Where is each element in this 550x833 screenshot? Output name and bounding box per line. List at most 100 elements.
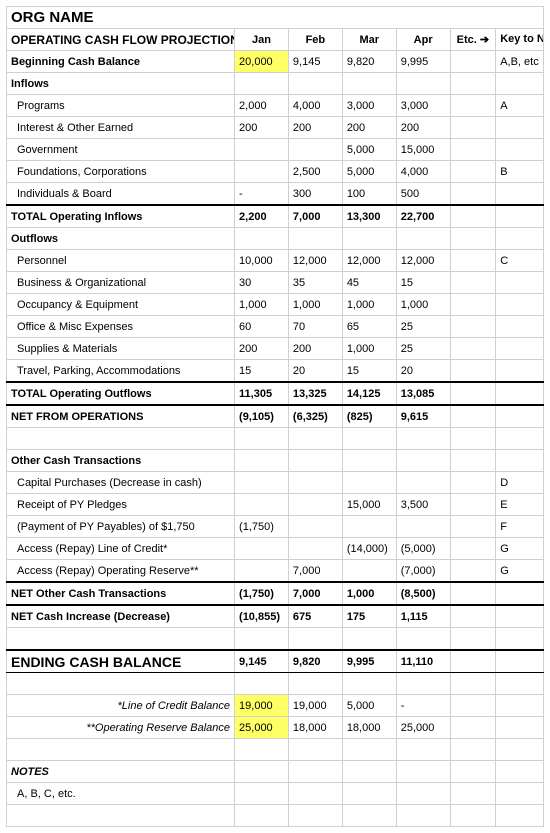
beginning-balance-value: 20,000 (235, 51, 289, 73)
inflow-value: 5,000 (342, 161, 396, 183)
net-ops-value: (825) (342, 405, 396, 428)
outflow-value: 12,000 (288, 250, 342, 272)
outflow-value: 12,000 (342, 250, 396, 272)
net-other-value: 1,000 (342, 582, 396, 605)
net-other-value: (8,500) (396, 582, 450, 605)
inflow-label: Foundations, Corporations (7, 161, 235, 183)
month-header: Apr (396, 29, 450, 51)
inflow-label: Government (7, 139, 235, 161)
notes-header: NOTES (7, 761, 235, 783)
outflow-label: Supplies & Materials (7, 338, 235, 360)
inflow-value: 200 (396, 117, 450, 139)
inflows-total-value: 2,200 (235, 205, 289, 228)
outflow-value: 65 (342, 316, 396, 338)
etc-header: Etc. ➔ (450, 29, 496, 51)
inflows-total-value: 7,000 (288, 205, 342, 228)
note-ref: G (496, 560, 544, 583)
outflow-label: Occupancy & Equipment (7, 294, 235, 316)
note-ref: E (496, 494, 544, 516)
other-value (342, 560, 396, 583)
outflow-value: 45 (342, 272, 396, 294)
inflow-value: 3,000 (396, 95, 450, 117)
inflow-value: 15,000 (396, 139, 450, 161)
note-ref (496, 117, 544, 139)
net-cash-label: NET Cash Increase (Decrease) (7, 605, 235, 628)
outflow-value: 1,000 (396, 294, 450, 316)
inflow-value: 200 (288, 117, 342, 139)
inflow-label: Interest & Other Earned (7, 117, 235, 139)
other-value: (7,000) (396, 560, 450, 583)
note-ref: A,B, etc (496, 51, 544, 73)
note-ref (496, 294, 544, 316)
outflow-value: 25 (396, 338, 450, 360)
other-value: (14,000) (342, 538, 396, 560)
loc-value: 19,000 (235, 695, 289, 717)
other-value: 3,500 (396, 494, 450, 516)
inflow-label: Programs (7, 95, 235, 117)
outflow-value: 1,000 (342, 338, 396, 360)
other-value (235, 560, 289, 583)
outflow-label: Business & Organizational (7, 272, 235, 294)
loc-value: - (396, 695, 450, 717)
loc-label: *Line of Credit Balance (7, 695, 235, 717)
org-name: ORG NAME (7, 7, 544, 29)
outflow-value: 1,000 (235, 294, 289, 316)
note-ref: F (496, 516, 544, 538)
outflows-total-value: 13,085 (396, 382, 450, 405)
note-ref: G (496, 538, 544, 560)
other-value (342, 472, 396, 494)
outflow-value: 15 (342, 360, 396, 383)
inflows-total-value: 22,700 (396, 205, 450, 228)
loc-value: 5,000 (342, 695, 396, 717)
outflow-value: 30 (235, 272, 289, 294)
reserve-value: 25,000 (396, 717, 450, 739)
outflow-value: 20 (396, 360, 450, 383)
other-value (235, 472, 289, 494)
inflow-value: 4,000 (288, 95, 342, 117)
note-ref (496, 316, 544, 338)
net-ops-value: (6,325) (288, 405, 342, 428)
ending-balance-value: 9,995 (342, 650, 396, 673)
inflow-value: 4,000 (396, 161, 450, 183)
net-cash-value: (10,855) (235, 605, 289, 628)
outflow-value: 12,000 (396, 250, 450, 272)
other-value (235, 494, 289, 516)
other-label: (Payment of PY Payables) of $1,750 (7, 516, 235, 538)
note-ref: C (496, 250, 544, 272)
other-value: (1,750) (235, 516, 289, 538)
outflow-value: 70 (288, 316, 342, 338)
key-header: Key to Notes (496, 29, 544, 51)
month-header: Feb (288, 29, 342, 51)
inflow-value (288, 139, 342, 161)
inflow-value: 100 (342, 183, 396, 206)
reserve-value: 18,000 (288, 717, 342, 739)
net-ops-label: NET FROM OPERATIONS (7, 405, 235, 428)
month-header: Jan (235, 29, 289, 51)
outflow-value: 10,000 (235, 250, 289, 272)
ending-balance-value: 9,145 (235, 650, 289, 673)
other-label: Receipt of PY Pledges (7, 494, 235, 516)
outflow-label: Travel, Parking, Accommodations (7, 360, 235, 383)
note-ref: B (496, 161, 544, 183)
inflow-value: 3,000 (342, 95, 396, 117)
outflows-total-value: 11,305 (235, 382, 289, 405)
ending-balance-label: ENDING CASH BALANCE (7, 650, 235, 673)
other-value (288, 494, 342, 516)
outflow-label: Personnel (7, 250, 235, 272)
inflow-value (235, 161, 289, 183)
net-ops-value: 9,615 (396, 405, 450, 428)
inflow-value: 2,000 (235, 95, 289, 117)
outflow-value: 15 (235, 360, 289, 383)
outflows-header: Outflows (7, 228, 235, 250)
other-value (396, 472, 450, 494)
inflow-value (235, 139, 289, 161)
other-value (342, 516, 396, 538)
inflow-value: 2,500 (288, 161, 342, 183)
notes-line: A, B, C, etc. (7, 783, 235, 805)
net-cash-value: 1,115 (396, 605, 450, 628)
beginning-balance-value: 9,995 (396, 51, 450, 73)
cashflow-table: ORG NAMEOPERATING CASH FLOW PROJECTIONSJ… (6, 6, 544, 827)
note-ref (496, 272, 544, 294)
outflow-value: 35 (288, 272, 342, 294)
reserve-label: **Operating Reserve Balance (7, 717, 235, 739)
